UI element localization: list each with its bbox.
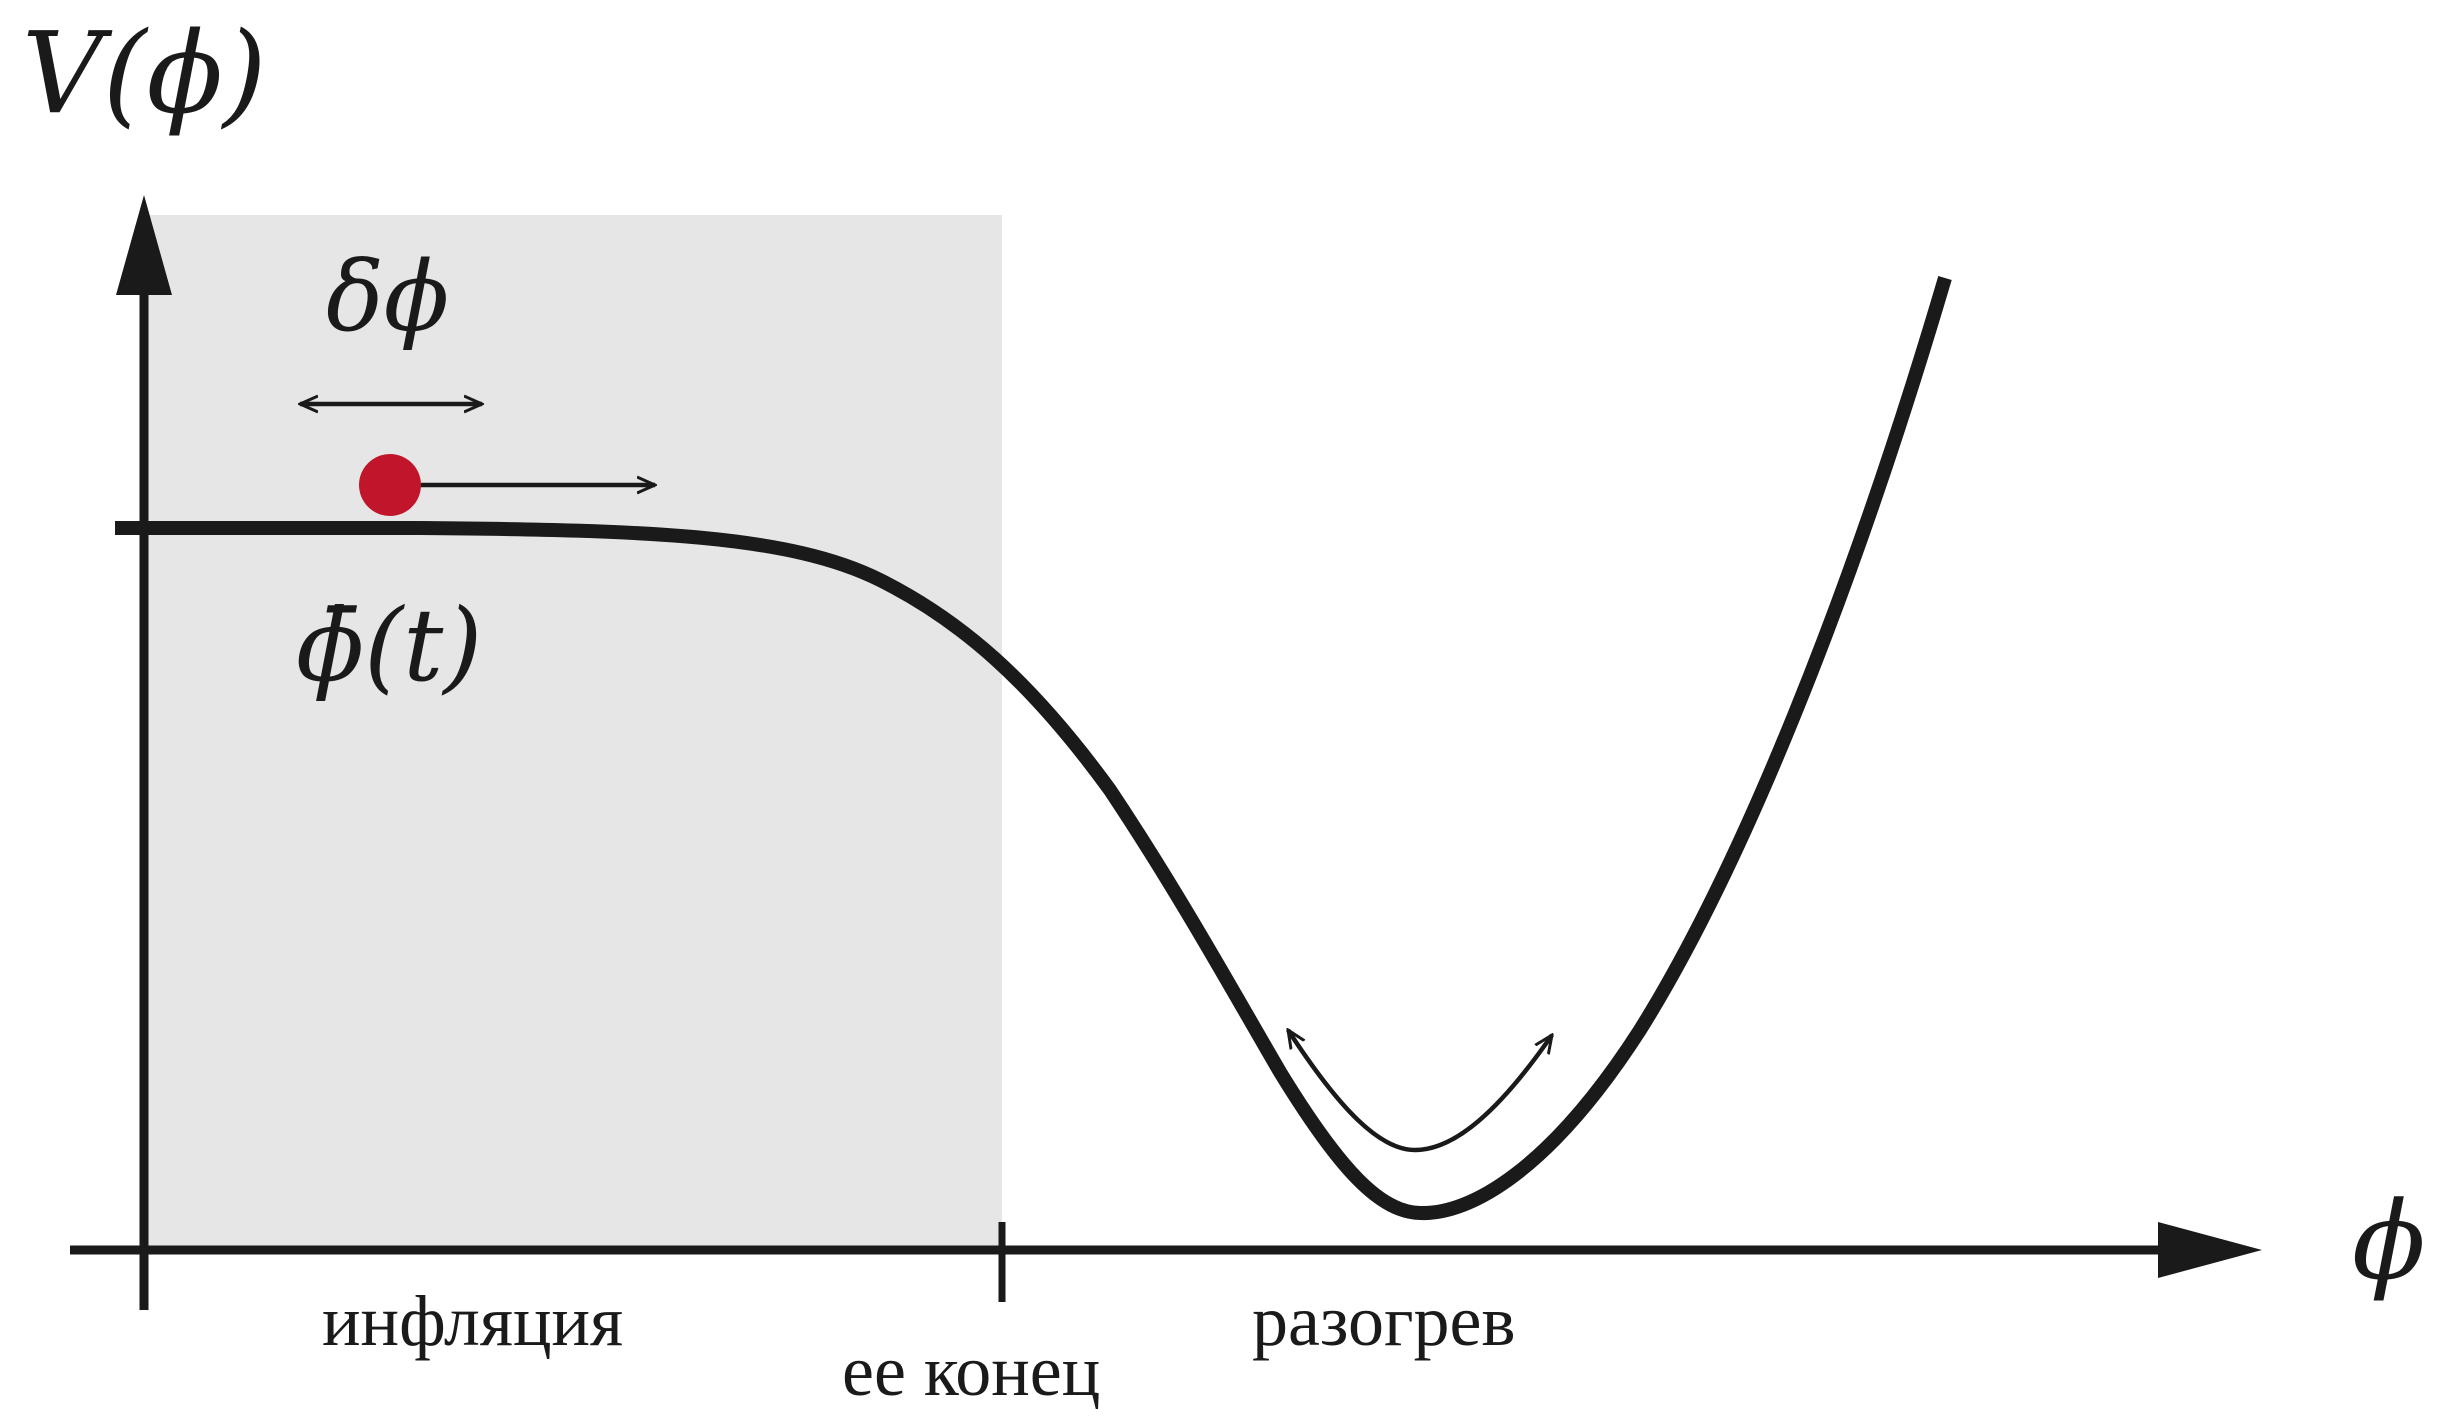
potential-curve	[115, 276, 1952, 1221]
x-axis-label: ϕ	[2352, 1179, 2426, 1304]
inflation-label: инфляция	[322, 1281, 623, 1361]
oscillation-arrow	[1288, 1030, 1552, 1153]
reheating-label: разогрев	[1252, 1281, 1515, 1361]
background-field-label: ϕ̄(t)	[296, 587, 482, 704]
x-axis-arrowhead	[2158, 1222, 2262, 1278]
inflation-region	[144, 215, 1002, 1250]
field-ball	[359, 454, 421, 516]
fluctuation-label: δϕ	[326, 241, 449, 353]
end-of-inflation-label: ее конец	[842, 1331, 1100, 1411]
y-axis-label: V(ϕ)	[22, 9, 267, 139]
y-axis-arrowhead	[116, 195, 172, 295]
